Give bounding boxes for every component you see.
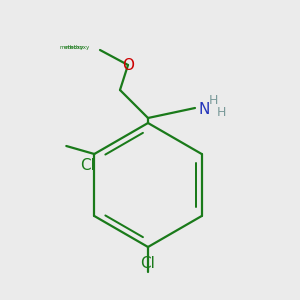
Text: O: O	[122, 58, 134, 73]
Text: Cl: Cl	[81, 158, 95, 172]
Text: methoxy: methoxy	[66, 44, 90, 50]
Text: N: N	[198, 103, 209, 118]
Text: H: H	[217, 106, 226, 119]
Text: H: H	[209, 94, 218, 106]
Text: methoxy: methoxy	[60, 44, 84, 50]
Text: Cl: Cl	[141, 256, 155, 271]
